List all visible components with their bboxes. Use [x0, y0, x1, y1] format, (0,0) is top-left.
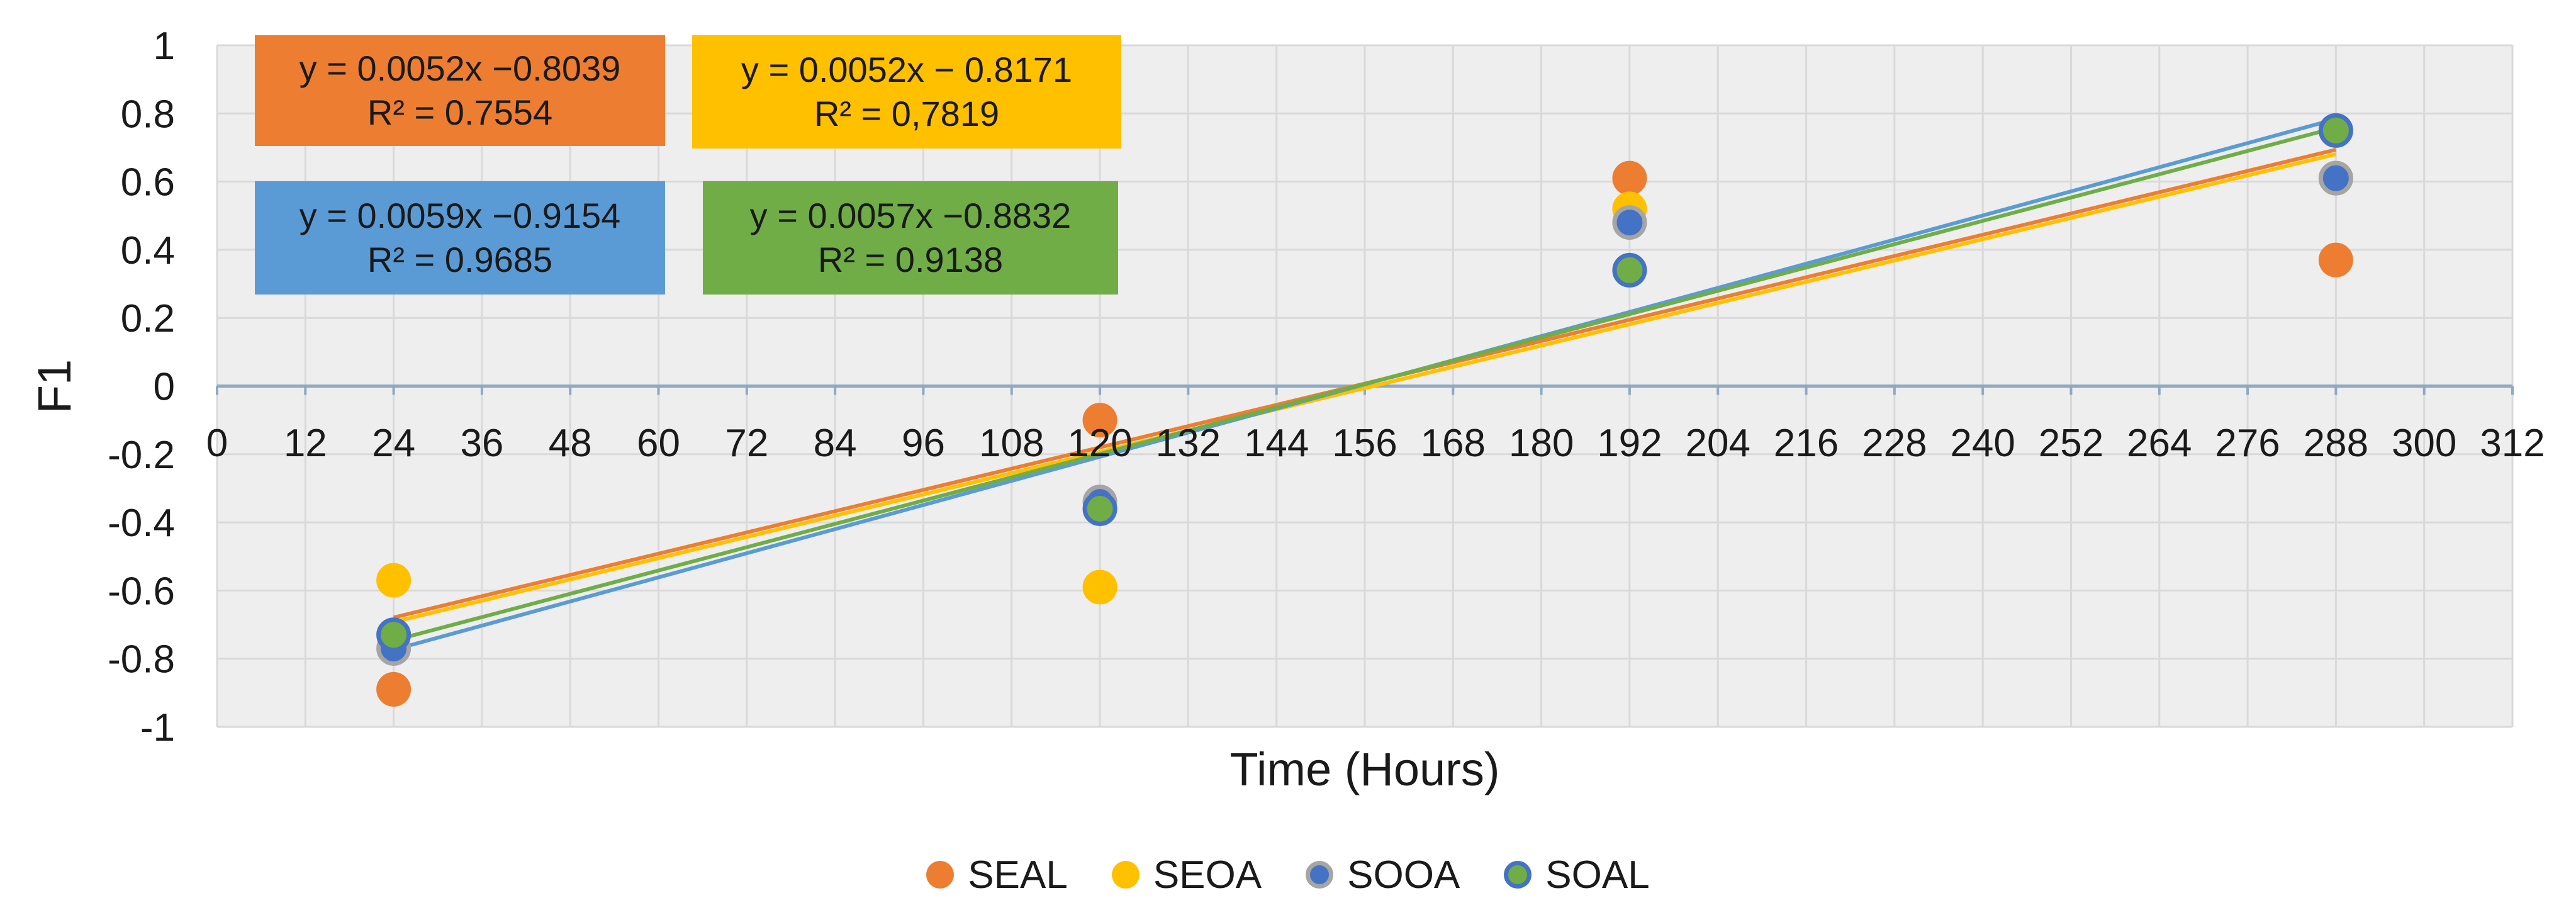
legend-label-seal: SEAL: [968, 853, 1068, 897]
y-tick-label: 0: [154, 366, 175, 409]
soal-equation-box: y = 0.0057x −0.8832 R² = 0.9138: [703, 181, 1118, 295]
sooa-r-squared: R² = 0.9685: [367, 240, 553, 279]
y-tick-label: -1: [140, 706, 175, 749]
y-tick-label: 1: [154, 25, 175, 68]
soal-point: [1082, 491, 1117, 526]
soal-equation: y = 0.0057x −0.8832: [749, 196, 1072, 235]
x-tick-label: 264: [2127, 422, 2192, 465]
y-tick-label: -0.2: [108, 434, 175, 477]
soal-r-squared: R² = 0.9138: [817, 240, 1004, 279]
seoa-equation-box: y = 0.0052x − 0.8171 R² = 0,7819: [692, 35, 1121, 149]
legend-label-soal: SOAL: [1545, 853, 1650, 897]
soal-trendline: [393, 125, 2337, 643]
seoa-trendline: [393, 152, 2337, 624]
seal-marker-icon: [926, 861, 955, 889]
x-tick-label: 60: [637, 422, 680, 465]
x-tick-label: 120: [1067, 422, 1132, 465]
x-tick-label: 12: [284, 422, 327, 465]
legend-label-sooa: SOOA: [1347, 853, 1460, 897]
y-tick-label: -0.8: [108, 638, 175, 682]
soal-point: [2318, 113, 2353, 148]
legend-item-sooa: SOOA: [1306, 853, 1460, 897]
soal-point: [376, 617, 412, 653]
tick-labels: 1 0.8 0.6 0.4 0.2 0 -0.2 -0.4 -0.6 -0.8 -1 0 12 24 36 4…: [108, 25, 2545, 749]
legend: SEAL SEOA SOOA SOAL: [0, 846, 2576, 903]
seal-point: [2318, 242, 2353, 278]
x-tick-label: 72: [725, 422, 768, 465]
y-tick-label: 0.2: [121, 297, 175, 340]
x-tick-label: 132: [1156, 422, 1221, 465]
seoa-r-squared: R² = 0,7819: [814, 94, 1000, 133]
x-tick-label: 36: [460, 422, 503, 465]
x-tick-label: 48: [549, 422, 592, 465]
x-tick-label: 312: [2480, 422, 2545, 465]
x-tick-label: 216: [1774, 422, 1839, 465]
y-tick-label: 0.6: [121, 161, 175, 205]
x-tick-label: 96: [902, 422, 945, 465]
data-points: [376, 113, 2353, 707]
seal-point: [376, 671, 412, 707]
x-tick-label: 228: [1862, 422, 1927, 465]
seal-equation-box: y = 0.0052x −0.8039 R² = 0.7554: [255, 35, 665, 146]
x-tick-label: 156: [1332, 422, 1397, 465]
x-tick-label: 240: [1950, 422, 2015, 465]
x-tick-label: 204: [1686, 422, 1750, 465]
legend-label-seoa: SEOA: [1153, 853, 1262, 897]
x-tick-label: 300: [2392, 422, 2456, 465]
seoa-equation: y = 0.0052x − 0.8171: [741, 50, 1073, 89]
sooa-equation: y = 0.0059x −0.9154: [299, 196, 621, 235]
legend-item-seal: SEAL: [926, 853, 1068, 897]
trendlines: [393, 117, 2337, 652]
soal-point: [1612, 252, 1647, 288]
sooa-point: [2318, 160, 2353, 196]
seoa-marker-icon: [1111, 861, 1140, 889]
sooa-equation-box: y = 0.0059x −0.9154 R² = 0.9685: [255, 181, 665, 295]
seal-equation: y = 0.0052x −0.8039: [299, 48, 621, 88]
x-tick-label: 180: [1509, 422, 1574, 465]
x-tick-label: 24: [372, 422, 415, 465]
sooa-point: [1612, 205, 1647, 240]
x-tick-label: 252: [2039, 422, 2103, 465]
soal-marker-icon: [1504, 861, 1532, 889]
x-tick-label: 168: [1421, 422, 1486, 465]
x-tick-label: 108: [979, 422, 1044, 465]
x-tick-label: 144: [1244, 422, 1309, 465]
y-tick-label: 0.4: [121, 229, 175, 272]
seal-point: [1082, 403, 1117, 438]
x-tick-label: 84: [814, 422, 857, 465]
y-tick-label: 0.8: [121, 93, 175, 136]
x-tick-label: 288: [2304, 422, 2368, 465]
sooa-marker-icon: [1306, 861, 1334, 889]
y-axis-label: F1: [28, 359, 81, 413]
x-axis-label: Time (Hours): [1230, 743, 1500, 795]
y-tick-label: -0.6: [108, 570, 175, 613]
seoa-point: [1082, 570, 1117, 605]
seal-r-squared: R² = 0.7554: [367, 93, 553, 132]
seal-point: [1612, 160, 1647, 196]
x-tick-label: 0: [206, 422, 228, 465]
seoa-point: [376, 563, 412, 598]
legend-item-seoa: SEOA: [1111, 853, 1262, 897]
legend-item-soal: SOAL: [1504, 853, 1650, 897]
x-tick-label: 192: [1597, 422, 1662, 465]
y-tick-label: -0.4: [108, 502, 175, 545]
x-tick-label: 276: [2215, 422, 2280, 465]
